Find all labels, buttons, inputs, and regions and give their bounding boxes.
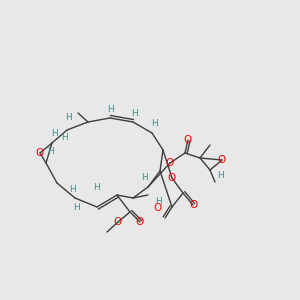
Text: H: H (217, 170, 224, 179)
Text: O: O (189, 200, 197, 210)
Text: H: H (61, 134, 68, 142)
Text: O: O (218, 155, 226, 165)
Text: O: O (136, 217, 144, 227)
Text: O: O (166, 158, 174, 168)
Text: H: H (46, 148, 53, 157)
Text: H: H (151, 119, 158, 128)
Text: O: O (168, 173, 176, 183)
Text: H: H (142, 173, 148, 182)
Text: O: O (154, 203, 162, 213)
Text: O: O (36, 148, 44, 158)
Text: O: O (184, 135, 192, 145)
Text: H: H (93, 182, 99, 191)
Text: H: H (130, 109, 137, 118)
Text: H: H (64, 113, 71, 122)
Text: H: H (106, 106, 113, 115)
Text: H: H (74, 202, 80, 211)
Text: H: H (52, 130, 58, 139)
Text: H: H (69, 185, 75, 194)
Text: O: O (114, 217, 122, 227)
Text: H: H (154, 196, 161, 206)
